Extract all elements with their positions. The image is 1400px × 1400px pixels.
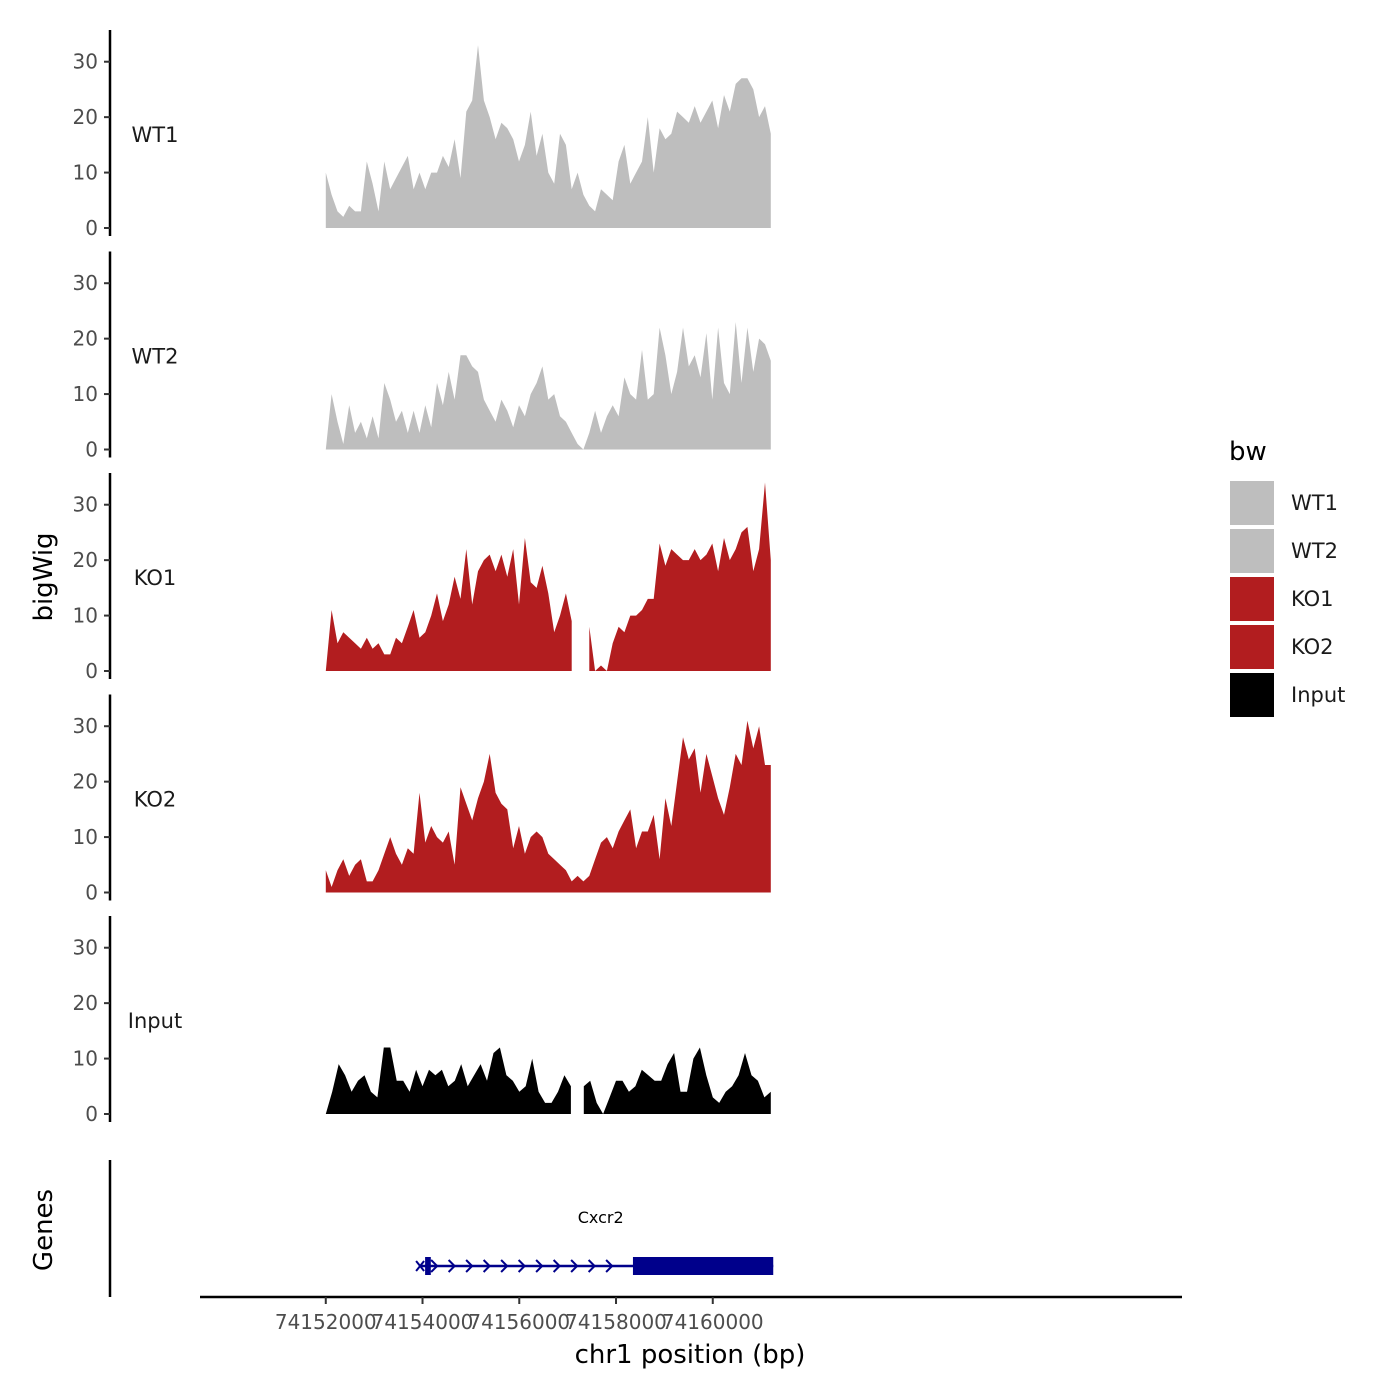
strand-arrow bbox=[447, 1259, 457, 1273]
y-tick-label: 20 bbox=[73, 770, 98, 794]
legend-label: KO2 bbox=[1291, 635, 1334, 659]
track-label: Input bbox=[128, 1009, 182, 1033]
y-tick-label: 10 bbox=[73, 825, 98, 849]
coverage-area-ko1 bbox=[325, 538, 572, 671]
y-tick-label: 0 bbox=[85, 659, 98, 683]
x-tick-label: 74156000 bbox=[468, 1310, 570, 1334]
legend-title: bw bbox=[1229, 437, 1267, 467]
genes-layer: Cxcr2 bbox=[108, 1160, 774, 1297]
x-tick-label: 74158000 bbox=[565, 1310, 667, 1334]
y-tick-label: 20 bbox=[73, 548, 98, 572]
coverage-area-wt2 bbox=[325, 322, 771, 450]
strand-arrow bbox=[605, 1259, 614, 1273]
strand-arrow bbox=[517, 1259, 527, 1273]
gene-coding-exon bbox=[632, 1257, 774, 1275]
legend-label: KO1 bbox=[1291, 587, 1334, 611]
y-tick-label: 30 bbox=[73, 493, 98, 517]
gene-start-marker bbox=[415, 1260, 425, 1272]
x-tick-label: 74160000 bbox=[662, 1310, 764, 1334]
y-tick-label: 30 bbox=[73, 271, 98, 295]
y-tick-label: 30 bbox=[73, 936, 98, 960]
y-tick-label: 10 bbox=[73, 382, 98, 406]
track-label: KO1 bbox=[134, 566, 177, 590]
legend-swatch bbox=[1230, 673, 1274, 717]
x-tick-label: 74154000 bbox=[372, 1310, 474, 1334]
strand-arrow bbox=[500, 1259, 509, 1273]
coverage-area-input bbox=[325, 1047, 571, 1114]
strand-arrow bbox=[482, 1259, 492, 1273]
coverage-area-wt1 bbox=[325, 45, 771, 228]
strand-arrow bbox=[465, 1259, 474, 1273]
track-label: KO2 bbox=[134, 788, 177, 812]
y-tick-label: 30 bbox=[73, 50, 98, 74]
y-tick-label: 20 bbox=[73, 105, 98, 129]
y-tick-label: 30 bbox=[73, 714, 98, 738]
legend-label: Input bbox=[1291, 683, 1345, 707]
y-tick-label: 0 bbox=[85, 216, 98, 240]
legend-label: WT2 bbox=[1291, 539, 1338, 563]
strand-arrow bbox=[570, 1259, 579, 1273]
track-ko1: 0 10 20 30 KO1 bbox=[73, 473, 771, 683]
tracks-layer: 0 10 20 30 WT1 0 10 20 30 WT2 0 10 20 30 KO1 0 10 20 30 KO2… bbox=[73, 30, 771, 1126]
strand-arrow bbox=[430, 1259, 439, 1273]
coverage-area-input bbox=[583, 1047, 771, 1114]
gene-name-label: Cxcr2 bbox=[578, 1208, 624, 1227]
x-axis-title: chr1 position (bp) bbox=[575, 1340, 806, 1370]
coverage-area-ko2 bbox=[325, 720, 771, 893]
y-tick-label: 0 bbox=[85, 1102, 98, 1126]
legend-label: WT1 bbox=[1291, 491, 1338, 515]
y-tick-label: 0 bbox=[85, 881, 98, 905]
y-tick-label: 10 bbox=[73, 604, 98, 628]
track-label: WT1 bbox=[132, 123, 179, 147]
x-tick-label: 74152000 bbox=[275, 1310, 377, 1334]
track-wt1: 0 10 20 30 WT1 bbox=[73, 30, 771, 240]
y-tick-label: 20 bbox=[73, 991, 98, 1015]
track-label: WT2 bbox=[132, 345, 179, 369]
y-tick-label: 10 bbox=[73, 161, 98, 185]
legend-swatch bbox=[1230, 577, 1274, 621]
legend: bw WT1 WT2 KO1 KO2 Input bbox=[1229, 437, 1345, 717]
y-axis-title: bigWig bbox=[29, 532, 59, 621]
y-tick-label: 10 bbox=[73, 1047, 98, 1071]
genes-axis-title: Genes bbox=[29, 1189, 59, 1271]
strand-arrow bbox=[535, 1259, 544, 1273]
strand-arrow bbox=[552, 1259, 562, 1273]
gene-first-exon bbox=[425, 1257, 431, 1275]
legend-swatch bbox=[1230, 529, 1274, 573]
y-tick-label: 0 bbox=[85, 438, 98, 462]
track-ko2: 0 10 20 30 KO2 bbox=[73, 694, 771, 905]
y-tick-label: 20 bbox=[73, 327, 98, 351]
coverage-area-ko1 bbox=[589, 482, 771, 671]
track-wt2: 0 10 20 30 WT2 bbox=[73, 251, 771, 462]
legend-swatch bbox=[1230, 481, 1274, 525]
strand-arrow bbox=[587, 1259, 597, 1273]
legend-swatch bbox=[1230, 625, 1274, 669]
track-input: 0 10 20 30 Input bbox=[73, 916, 771, 1126]
